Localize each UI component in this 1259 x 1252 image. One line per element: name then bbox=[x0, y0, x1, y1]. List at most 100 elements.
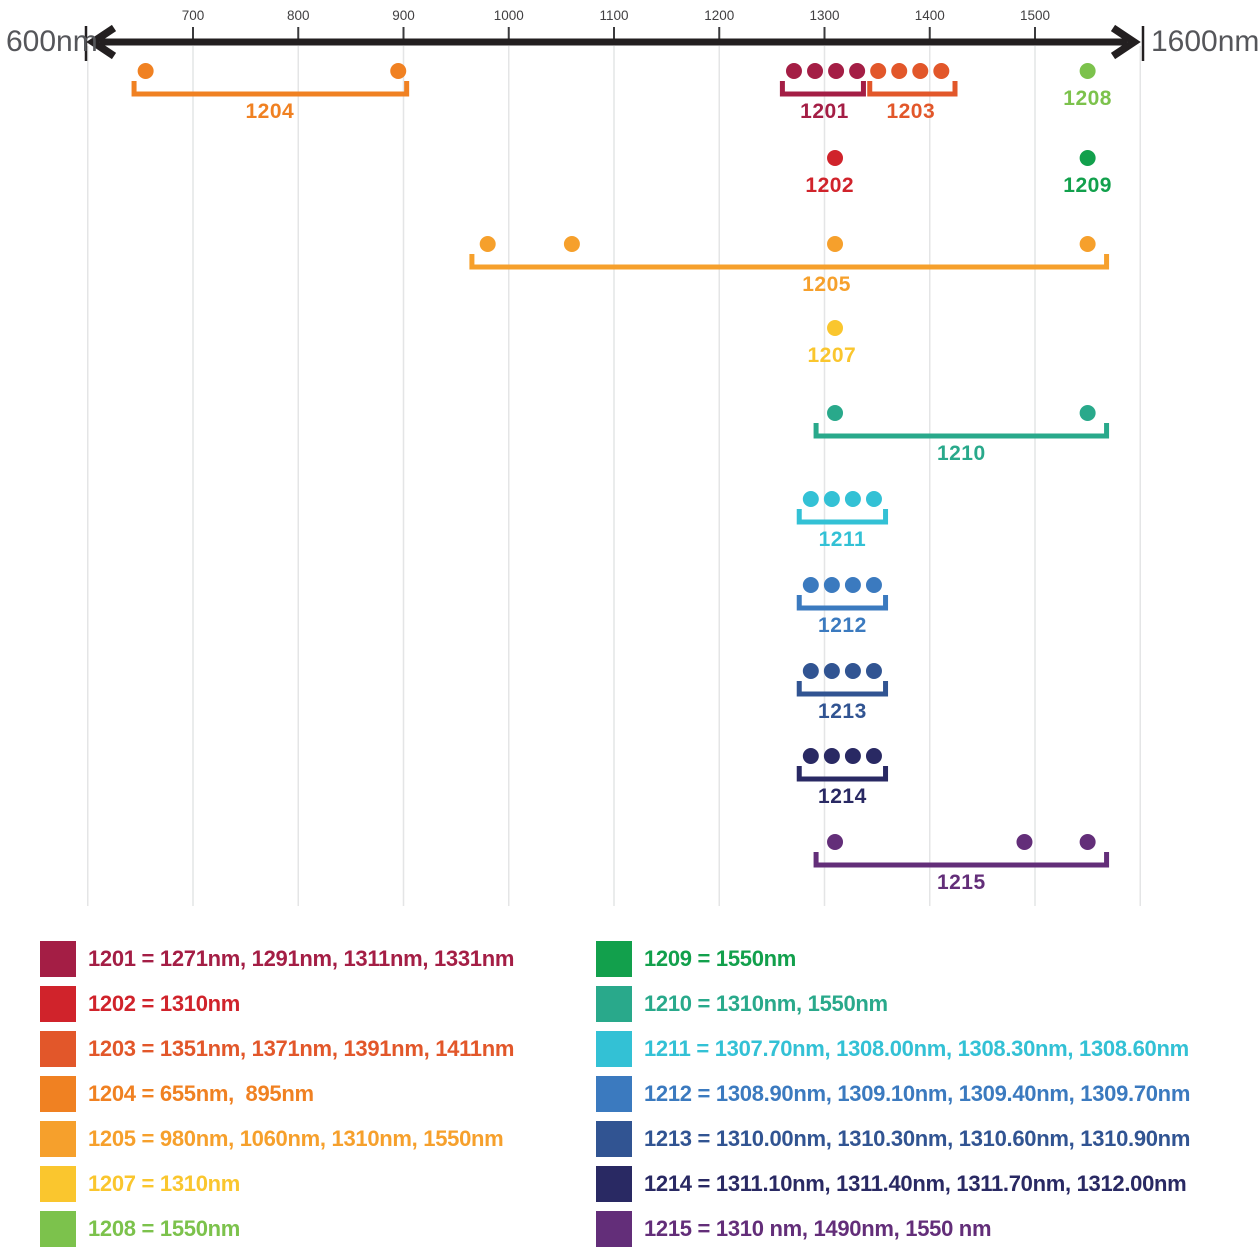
legend-item-1203: 1203 = 1351nm, 1371nm, 1391nm, 1411nm bbox=[40, 1031, 514, 1067]
legend-swatch-1212 bbox=[596, 1076, 632, 1112]
series-1212-dot-0 bbox=[802, 577, 819, 593]
legend-swatch-1210 bbox=[596, 986, 632, 1022]
axis-arrow-right-icon bbox=[1110, 24, 1141, 60]
legend-label-1202: 1202 = 1310nm bbox=[88, 991, 241, 1016]
legend-label-1208: 1208 = 1550nm bbox=[88, 1216, 241, 1241]
series-1214-dot-3 bbox=[865, 748, 882, 764]
series-1213-dot-3 bbox=[865, 663, 882, 679]
axis-max-label: 1600nm bbox=[1151, 25, 1259, 58]
series-1212-label: 1212 bbox=[818, 614, 867, 637]
series-1215-dot-1 bbox=[1016, 834, 1033, 850]
axis-tick-label-1000: 1000 bbox=[494, 8, 524, 23]
series-1213-dot-2 bbox=[844, 663, 861, 679]
legend-swatch-1205 bbox=[40, 1121, 76, 1157]
legend-label-1214: 1214 = 1311.10nm, 1311.40nm, 1311.70nm, … bbox=[644, 1171, 1187, 1196]
series-1215-label: 1215 bbox=[937, 871, 986, 894]
legend-label-1203: 1203 = 1351nm, 1371nm, 1391nm, 1411nm bbox=[88, 1036, 515, 1061]
series-1207-label: 1207 bbox=[808, 344, 857, 367]
series-1211-dot-3 bbox=[865, 491, 882, 507]
series-1208-dot-0 bbox=[1079, 63, 1096, 79]
series-1201-dot-2 bbox=[828, 63, 845, 79]
legend-label-1213: 1213 = 1310.00nm, 1310.30nm, 1310.60nm, … bbox=[644, 1126, 1191, 1151]
series-1205-label: 1205 bbox=[802, 273, 851, 296]
legend-swatch-1214 bbox=[596, 1166, 632, 1202]
series-1203-dot-0 bbox=[870, 63, 887, 79]
legend-label-1210: 1210 = 1310nm, 1550nm bbox=[644, 991, 888, 1016]
legend-item-1204: 1204 = 655nm, 895nm bbox=[40, 1076, 514, 1112]
legend-label-1209: 1209 = 1550nm bbox=[644, 946, 797, 971]
series-1204-bracket bbox=[131, 81, 410, 97]
legend-item-1213: 1213 = 1310.00nm, 1310.30nm, 1310.60nm, … bbox=[596, 1121, 1190, 1157]
series-1214-dot-2 bbox=[844, 748, 861, 764]
legend-label-1212: 1212 = 1308.90nm, 1309.10nm, 1309.40nm, … bbox=[644, 1081, 1191, 1106]
series-1203-dot-3 bbox=[933, 63, 950, 79]
axis-tick-label-1100: 1100 bbox=[599, 8, 628, 23]
series-1203-dot-2 bbox=[912, 63, 929, 79]
series-1211-dot-1 bbox=[823, 491, 840, 507]
series-1214-bracket bbox=[796, 766, 889, 782]
legend-label-1204: 1204 = 655nm, 895nm bbox=[88, 1081, 314, 1106]
series-1212-dot-3 bbox=[865, 577, 882, 593]
series-1213-dot-0 bbox=[802, 663, 819, 679]
legend-label-1211: 1211 = 1307.70nm, 1308.00nm, 1308.30nm, … bbox=[644, 1036, 1189, 1061]
legend-item-1205: 1205 = 980nm, 1060nm, 1310nm, 1550nm bbox=[40, 1121, 514, 1157]
axis-arrow-left-icon bbox=[86, 24, 117, 60]
series-1215-dot-2 bbox=[1079, 834, 1096, 850]
series-1201-dot-3 bbox=[849, 63, 866, 79]
series-1209-dot-0 bbox=[1079, 150, 1096, 166]
series-1210-label: 1210 bbox=[937, 442, 986, 465]
series-1203-dot-1 bbox=[891, 63, 908, 79]
series-1208-label: 1208 bbox=[1063, 87, 1112, 110]
legend-swatch-1203 bbox=[40, 1031, 76, 1067]
legend-item-1212: 1212 = 1308.90nm, 1309.10nm, 1309.40nm, … bbox=[596, 1076, 1190, 1112]
series-1212-dot-2 bbox=[844, 577, 861, 593]
series-1204-label: 1204 bbox=[245, 100, 294, 123]
series-1214-label: 1214 bbox=[818, 785, 867, 808]
series-1205-dot-3 bbox=[1079, 236, 1096, 252]
legend-item-1208: 1208 = 1550nm bbox=[40, 1211, 514, 1247]
series-1205-bracket bbox=[469, 254, 1110, 270]
legend-swatch-1211 bbox=[596, 1031, 632, 1067]
series-1204-dot-0 bbox=[137, 63, 154, 79]
series-1204-dot-1 bbox=[390, 63, 407, 79]
series-1211-label: 1211 bbox=[819, 528, 867, 551]
axis-tick-label-1400: 1400 bbox=[915, 8, 945, 23]
legend-item-1207: 1207 = 1310nm bbox=[40, 1166, 514, 1202]
axis-tick-label-1200: 1200 bbox=[704, 8, 734, 23]
series-1211-dot-2 bbox=[844, 491, 861, 507]
legend-item-1202: 1202 = 1310nm bbox=[40, 986, 514, 1022]
legend-swatch-1204 bbox=[40, 1076, 76, 1112]
series-1202-label: 1202 bbox=[805, 174, 854, 197]
legend-item-1209: 1209 = 1550nm bbox=[596, 941, 1190, 977]
series-1212-dot-1 bbox=[823, 577, 840, 593]
legend-item-1215: 1215 = 1310 nm, 1490nm, 1550 nm bbox=[596, 1211, 1190, 1247]
series-1215-dot-0 bbox=[827, 834, 844, 850]
legend-swatch-1207 bbox=[40, 1166, 76, 1202]
series-1202-dot-0 bbox=[827, 150, 844, 166]
series-1212-bracket bbox=[796, 595, 889, 611]
legend-label-1205: 1205 = 980nm, 1060nm, 1310nm, 1550nm bbox=[88, 1126, 504, 1151]
series-1201-bracket bbox=[779, 81, 866, 97]
axis-min-label: 600nm bbox=[6, 25, 98, 58]
series-1215-bracket bbox=[813, 852, 1110, 868]
legend-swatch-1208 bbox=[40, 1211, 76, 1247]
series-1203-bracket bbox=[867, 81, 958, 97]
series-1205-dot-1 bbox=[563, 236, 580, 252]
series-1211-bracket bbox=[796, 509, 889, 525]
legend-swatch-1213 bbox=[596, 1121, 632, 1157]
series-1201-label: 1201 bbox=[800, 100, 849, 123]
legend-item-1210: 1210 = 1310nm, 1550nm bbox=[596, 986, 1190, 1022]
series-1214-dot-0 bbox=[802, 748, 819, 764]
legend-column-left: 1201 = 1271nm, 1291nm, 1311nm, 1331nm 12… bbox=[40, 941, 514, 1247]
legend-item-1214: 1214 = 1311.10nm, 1311.40nm, 1311.70nm, … bbox=[596, 1166, 1190, 1202]
series-1201-dot-1 bbox=[807, 63, 824, 79]
legend-label-1215: 1215 = 1310 nm, 1490nm, 1550 nm bbox=[644, 1216, 992, 1241]
legend-swatch-1201 bbox=[40, 941, 76, 977]
series-1213-label: 1213 bbox=[818, 700, 867, 723]
wavelength-chart: 600nm 1600nm 700 800 900 1000 1100 1200 1300 14… bbox=[6, 8, 1259, 906]
legend-item-1201: 1201 = 1271nm, 1291nm, 1311nm, 1331nm bbox=[40, 941, 514, 977]
legend-column-right: 1209 = 1550nm 1210 = 1310nm, 1550nm 1211… bbox=[596, 941, 1190, 1247]
series-1210-dot-1 bbox=[1079, 405, 1096, 421]
series-1210-dot-0 bbox=[827, 405, 844, 421]
